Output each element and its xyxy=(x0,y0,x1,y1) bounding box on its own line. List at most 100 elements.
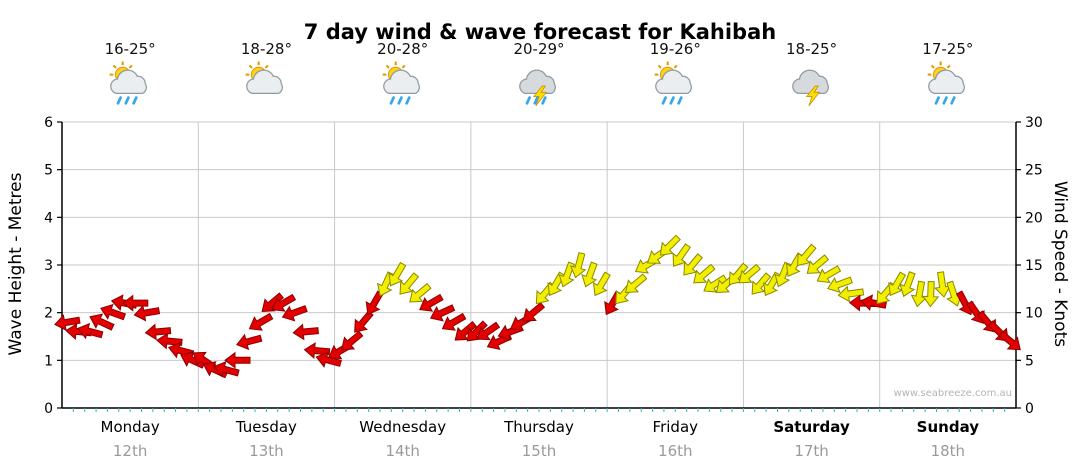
temp-range: 18-25° xyxy=(786,40,838,58)
watermark: www.seabreeze.com.au xyxy=(893,388,1012,399)
wind-arrow xyxy=(341,330,364,351)
wind-arrow xyxy=(54,314,81,332)
wind-arrow xyxy=(476,321,501,341)
right-tick-label: 15 xyxy=(1025,258,1043,274)
cloud-icon xyxy=(110,69,148,95)
wind-arrow xyxy=(751,272,772,295)
cloud-icon xyxy=(928,69,965,95)
temp-range: 18-28° xyxy=(240,40,292,58)
left-tick-label: 6 xyxy=(44,115,53,131)
wind-arrow xyxy=(213,361,240,378)
wind-arrow xyxy=(922,280,940,308)
wind-arrow xyxy=(998,330,1021,351)
wind-arrow xyxy=(934,271,951,298)
wind-arrow xyxy=(659,234,681,256)
rain-icon xyxy=(389,96,411,105)
right-tick-label: 10 xyxy=(1025,306,1043,322)
wind-arrow xyxy=(388,261,407,287)
left-tick-label: 4 xyxy=(44,210,53,226)
day-forecast-saturday: 18-25° xyxy=(744,40,880,112)
temp-range: 20-28° xyxy=(377,40,429,58)
date-label: 16th xyxy=(658,442,693,460)
wind-arrow xyxy=(728,262,749,286)
wind-arrow xyxy=(693,263,716,284)
date-label: 17th xyxy=(794,442,829,460)
left-tick-label: 2 xyxy=(44,306,53,322)
wind-arrow xyxy=(261,292,284,312)
wind-arrow xyxy=(806,254,830,274)
wind-arrow xyxy=(910,280,928,308)
wind-arrow xyxy=(236,333,263,351)
wind-arrow xyxy=(592,271,611,297)
cloud-icon xyxy=(791,69,829,95)
wind-arrow xyxy=(522,301,546,322)
wind-arrow xyxy=(454,320,478,341)
wind-arrow xyxy=(271,293,297,312)
day-label-tuesday: Tuesday xyxy=(235,418,297,436)
right-tick-label: 20 xyxy=(1025,210,1043,226)
wind-arrow xyxy=(77,322,104,340)
day-label-thursday: Thursday xyxy=(504,418,574,436)
rain-icon xyxy=(116,96,138,105)
cloud-icon xyxy=(246,69,284,95)
wind-arrow xyxy=(703,274,728,293)
date-label: 12th xyxy=(112,442,148,460)
wind-arrow xyxy=(89,313,115,331)
wind-arrow xyxy=(144,323,172,341)
day-label-wednesday: Wednesday xyxy=(359,418,447,436)
weather-icon-sun-cloud-rain xyxy=(382,61,420,105)
right-tick-label: 25 xyxy=(1025,163,1043,179)
wind-arrow xyxy=(738,263,761,284)
wind-arrow xyxy=(292,323,319,341)
weather-icon-sun-cloud-rain xyxy=(654,61,693,105)
lightning-icon xyxy=(805,85,820,107)
day-forecast-wednesday: 20-28° xyxy=(335,40,471,112)
wind-arrow xyxy=(100,303,127,321)
wind-arrow xyxy=(816,265,842,284)
wind-arrow xyxy=(624,273,648,293)
wind-arrow xyxy=(224,351,251,369)
temp-range: 17-25° xyxy=(922,40,974,58)
wind-arrow xyxy=(248,312,274,331)
temp-range: 20-29° xyxy=(513,40,565,58)
wind-arrow xyxy=(133,304,161,322)
wind-arrow xyxy=(409,282,432,303)
rain-icon xyxy=(661,96,683,105)
wind-arrow xyxy=(837,285,865,303)
date-label: 13th xyxy=(249,442,284,460)
day-label-monday: Monday xyxy=(100,418,160,436)
date-label: 14th xyxy=(385,442,420,460)
rain-icon xyxy=(525,96,547,105)
right-tick-label: 30 xyxy=(1025,115,1043,131)
day-forecast-tuesday: 18-28° xyxy=(198,40,334,112)
wind-arrow xyxy=(315,351,342,368)
rain-icon xyxy=(934,96,956,105)
left-tick-label: 3 xyxy=(44,258,53,274)
right-tick-label: 0 xyxy=(1025,401,1034,417)
wind-arrow xyxy=(672,243,692,267)
cloud-icon xyxy=(382,69,420,95)
left-axis-label: Wave Height - Metres xyxy=(6,172,26,356)
right-axis-label: Wind Speed - Knots xyxy=(1050,180,1070,348)
wind-arrow xyxy=(419,293,444,312)
wind-arrow xyxy=(683,253,704,276)
wind-arrow xyxy=(899,271,916,298)
day-forecast-sunday: 17-25° xyxy=(880,40,1016,112)
temp-range: 16-25° xyxy=(104,40,156,58)
cloud-icon xyxy=(519,69,556,95)
wind-arrow xyxy=(441,312,467,331)
wind-arrow xyxy=(466,320,488,342)
day-forecast-friday: 19-26° xyxy=(607,40,743,112)
cloud-icon xyxy=(655,69,693,95)
day-label-saturday: Saturday xyxy=(773,418,850,436)
weather-icon-sun-cloud-rain xyxy=(109,61,148,105)
wind-arrow xyxy=(281,305,308,322)
wind-arrow xyxy=(797,243,817,267)
wind-arrow xyxy=(399,272,420,295)
left-tick-label: 0 xyxy=(44,401,53,417)
day-label-friday: Friday xyxy=(652,418,699,436)
day-forecast-thursday: 20-29° xyxy=(471,40,607,112)
wind-arrow xyxy=(354,310,374,333)
wind-arrow xyxy=(429,304,456,322)
